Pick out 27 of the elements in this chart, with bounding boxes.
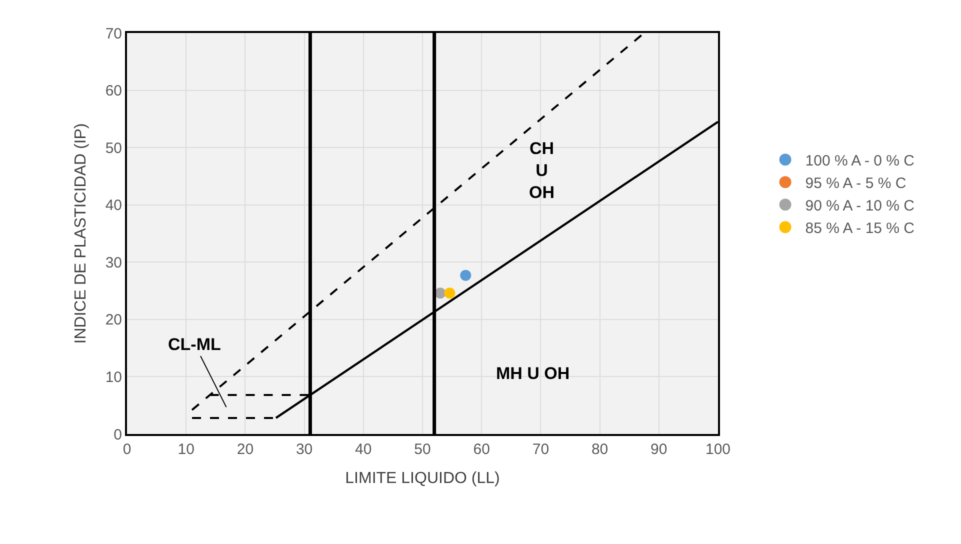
legend-label: 95 % A - 5 % C: [805, 175, 906, 192]
x-tick-label: 70: [532, 441, 550, 458]
legend-label: 90 % A - 10 % C: [805, 198, 915, 214]
x-tick-label: 20: [236, 441, 254, 458]
y-tick-label: 60: [105, 82, 122, 100]
legend-label: 85 % A - 15 % C: [805, 220, 915, 237]
y-tick-label: 50: [105, 140, 122, 157]
y-tick-label: 0: [114, 426, 122, 444]
y-tick-label: 20: [105, 312, 122, 329]
x-tick-label: 10: [178, 441, 194, 458]
x-tick-label: 50: [414, 441, 431, 458]
legend-label: 100 % A - 0 % C: [805, 152, 915, 170]
y-tick-label: 70: [105, 25, 122, 42]
y-tick-label: 30: [105, 254, 122, 272]
y-tick-label: 40: [105, 197, 122, 214]
x-tick-label: 60: [473, 441, 490, 458]
annotation: CL-ML: [168, 335, 221, 354]
x-axis-title: LIMITE LIQUIDO (LL): [345, 470, 500, 488]
x-tick-label: 90: [650, 441, 668, 458]
y-tick-label: 10: [105, 368, 122, 386]
x-tick-label: 30: [296, 441, 313, 458]
x-tick-label: 40: [355, 441, 372, 458]
x-tick-label: 100: [705, 441, 731, 458]
annotation: CH U OH: [529, 139, 554, 202]
annotation: MH U OH: [496, 364, 570, 383]
x-tick-label: 80: [591, 441, 608, 458]
y-axis-title: INDICE DE PLASTICIDAD (IP): [72, 123, 90, 344]
